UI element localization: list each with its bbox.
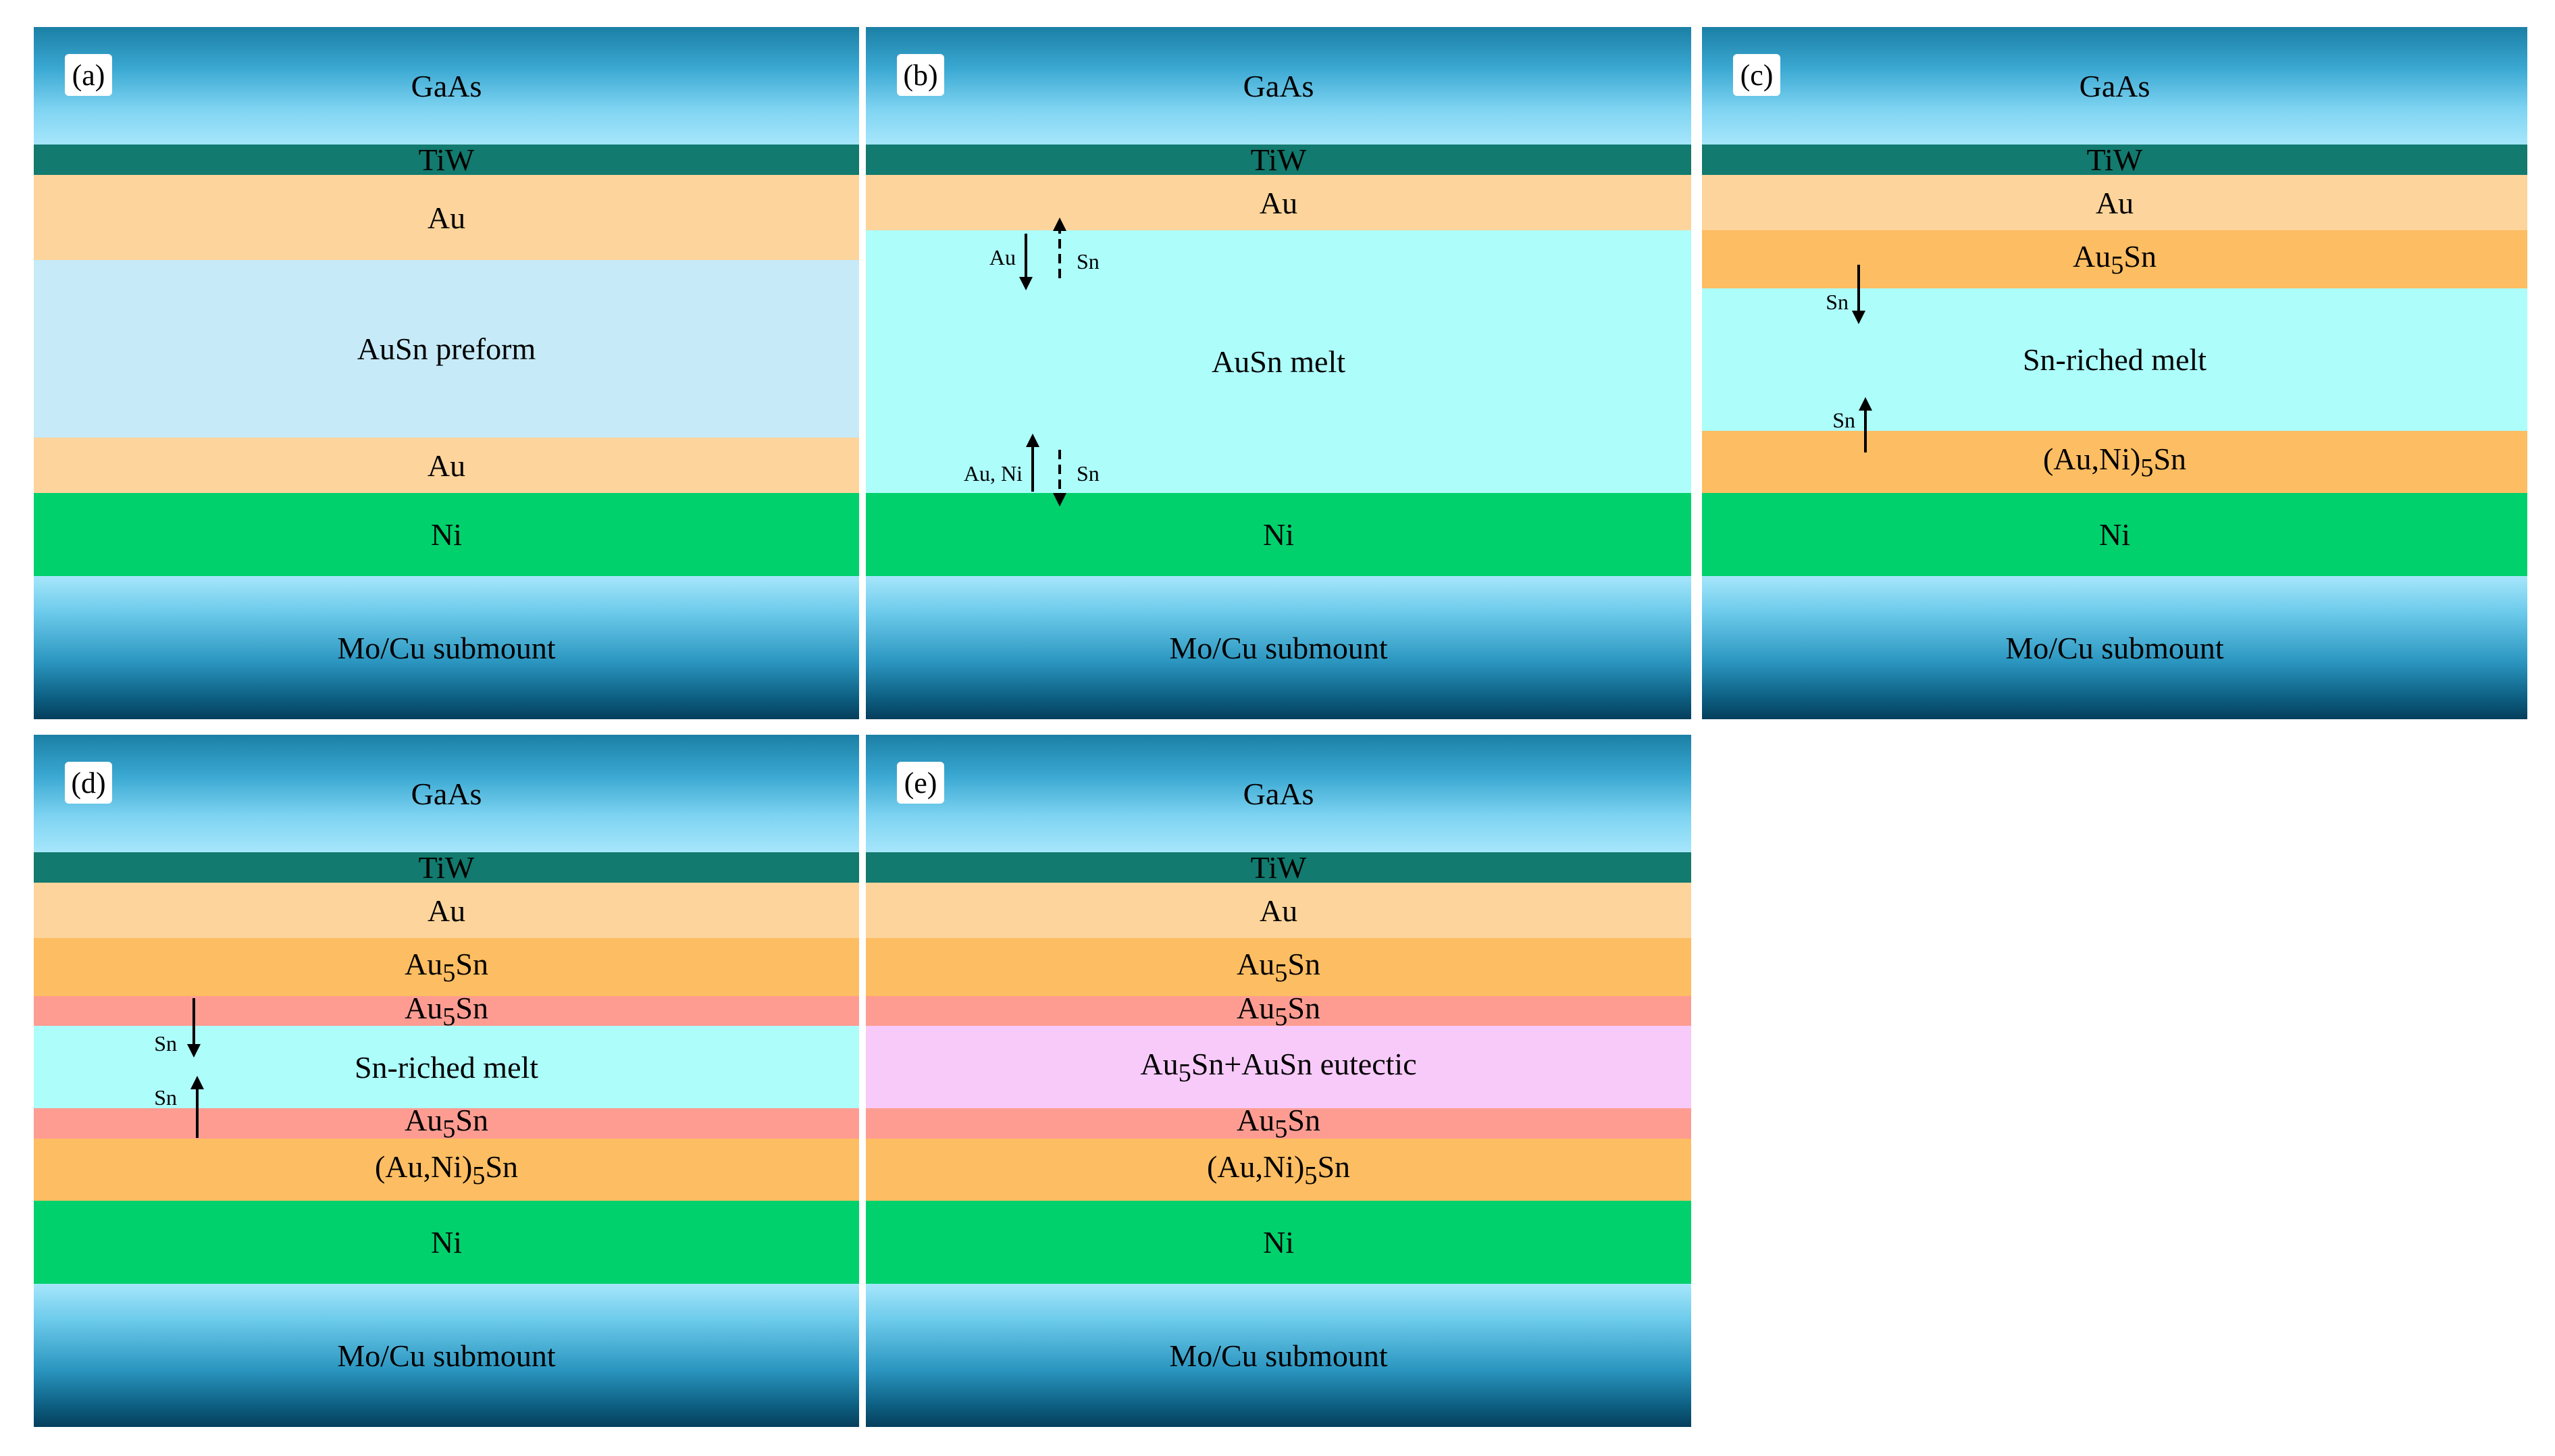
layer-au5sn-pink-top: Au5Sn [34, 991, 859, 1031]
layer-ni: Ni [34, 1201, 859, 1284]
layer-tiw: TiW [1702, 142, 2527, 177]
layer-au-top: Au [1702, 175, 2527, 230]
layer-tiw: TiW [866, 850, 1691, 885]
layer-mo-cu-submount: Mo/Cu submount [34, 576, 859, 719]
layer-sn-riched-melt: Sn-riched melt [34, 1026, 859, 1108]
panel-d-tag: (d) [65, 762, 112, 804]
panel-b-tag: (b) [897, 54, 944, 96]
layer-mo-cu-submount: Mo/Cu submount [1702, 576, 2527, 719]
layer-au-top: Au [866, 883, 1691, 938]
panel-a: (a) GaAs TiW Au AuSn preform Au Ni Mo/Cu… [34, 27, 859, 719]
panel-e: (e) GaAs TiW Au Au5Sn Au5Sn Au5Sn+AuSn e… [866, 735, 1691, 1427]
layer-eutectic: Au5Sn+AuSn eutectic [866, 1026, 1691, 1108]
layer-gaas: GaAs [34, 735, 859, 852]
layer-au-top: Au [866, 175, 1691, 230]
layer-gaas: GaAs [1702, 27, 2527, 145]
panel-c-tag: (c) [1733, 54, 1780, 96]
layer-mo-cu-submount: Mo/Cu submount [34, 1284, 859, 1427]
panel-e-tag: (e) [897, 762, 944, 804]
layer-au5sn-pink-bottom: Au5Sn [866, 1103, 1691, 1144]
layer-gaas: GaAs [866, 27, 1691, 145]
layer-au5sn-pink-top: Au5Sn [866, 991, 1691, 1031]
layer-ausn-melt: AuSn melt [866, 230, 1691, 493]
layer-gaas: GaAs [866, 735, 1691, 852]
panel-c: (c) GaAs TiW Au Au5Sn Sn-riched melt (Au… [1702, 27, 2527, 719]
layer-ausn-preform: AuSn preform [34, 260, 859, 438]
layer-au5sn-pink-bottom: Au5Sn [34, 1103, 859, 1144]
layer-ni: Ni [866, 1201, 1691, 1284]
layer-gaas: GaAs [34, 27, 859, 145]
layer-tiw: TiW [866, 142, 1691, 177]
layer-au-top: Au [34, 175, 859, 260]
layer-mo-cu-submount: Mo/Cu submount [866, 1284, 1691, 1427]
layer-au5sn-orange: Au5Sn [34, 938, 859, 996]
layer-tiw: TiW [34, 850, 859, 885]
layer-ni: Ni [34, 493, 859, 576]
layer-au-top: Au [34, 883, 859, 938]
layer-ni: Ni [1702, 493, 2527, 576]
layer-au5sn-orange: Au5Sn [866, 938, 1691, 996]
layer-au5sn: Au5Sn [1702, 230, 2527, 288]
layer-sn-riched-melt: Sn-riched melt [1702, 288, 2527, 431]
panel-a-tag: (a) [65, 54, 112, 96]
layer-mo-cu-submount: Mo/Cu submount [866, 576, 1691, 719]
layer-au-bottom: Au [34, 438, 859, 493]
layer-tiw: TiW [34, 142, 859, 177]
layer-ni: Ni [866, 493, 1691, 576]
layer-auni5sn: (Au,Ni)5Sn [1702, 431, 2527, 493]
panel-b: (b) GaAs TiW Au AuSn melt Ni Mo/Cu submo… [866, 27, 1691, 719]
layer-auni5sn: (Au,Ni)5Sn [34, 1139, 859, 1201]
panel-d: (d) GaAs TiW Au Au5Sn Au5Sn Sn-riched me… [34, 735, 859, 1427]
layer-auni5sn: (Au,Ni)5Sn [866, 1139, 1691, 1201]
